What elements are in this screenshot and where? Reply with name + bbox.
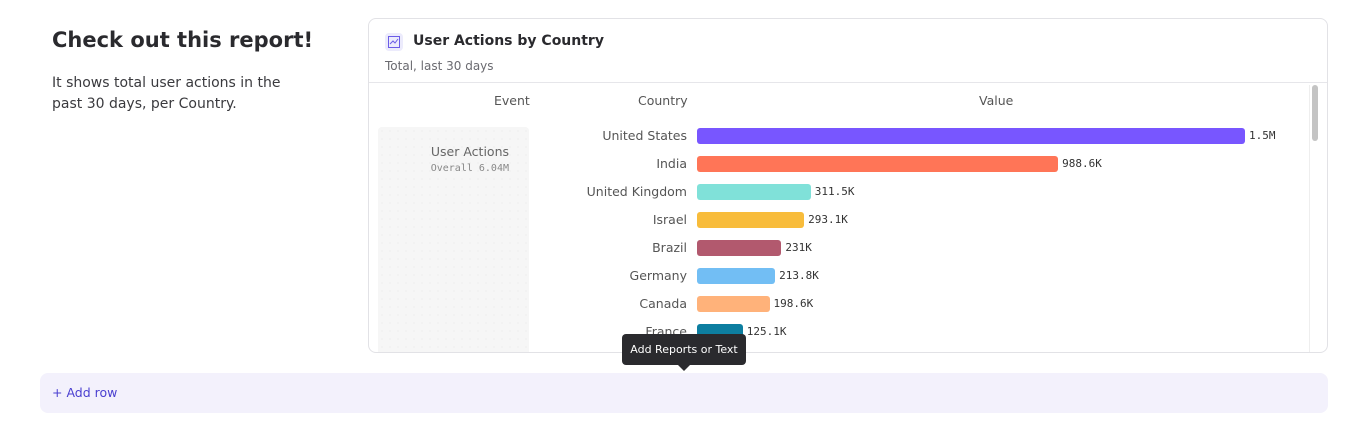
- value-label: 125.1K: [746, 325, 787, 338]
- column-header-value: Value: [979, 93, 1014, 108]
- country-label: Germany: [629, 268, 687, 283]
- country-label: Brazil: [652, 240, 687, 255]
- country-label: India: [656, 156, 687, 171]
- column-header-country: Country: [638, 93, 688, 108]
- country-label: Israel: [652, 212, 687, 227]
- bar-brazil[interactable]: [697, 240, 782, 256]
- scrollbar-thumb[interactable]: [1312, 85, 1318, 141]
- scrollbar[interactable]: [1309, 85, 1319, 352]
- value-label: 198.6K: [773, 297, 814, 310]
- country-label: United States: [602, 128, 687, 143]
- value-label: 311.5K: [814, 185, 855, 198]
- add-row-button[interactable]: + Add row: [40, 373, 1328, 413]
- intro-title: Check out this report!: [52, 28, 314, 52]
- intro-text: It shows total user actions in the past …: [52, 75, 281, 112]
- bar-united-states[interactable]: [697, 128, 1245, 144]
- value-label: 293.1K: [808, 213, 848, 226]
- event-name: User Actions: [430, 144, 509, 159]
- event-cell: User Actions Overall 6.04M: [378, 127, 529, 352]
- value-label: 213.8K: [779, 269, 819, 282]
- column-header-event: Event: [494, 93, 530, 108]
- bar-india[interactable]: [697, 156, 1059, 172]
- line-chart-icon: [385, 33, 403, 51]
- report-subtitle: Total, last 30 days: [385, 59, 494, 73]
- event-overall: Overall 6.04M: [430, 163, 509, 174]
- value-label: 988.6K: [1062, 157, 1102, 170]
- tooltip: Add Reports or Text: [622, 334, 746, 371]
- report-card[interactable]: User Actions by Country Total, last 30 d…: [368, 18, 1328, 353]
- divider: [369, 82, 1327, 83]
- bar-canada[interactable]: [697, 296, 770, 312]
- country-label: United Kingdom: [586, 184, 687, 199]
- value-label: 1.5M: [1249, 129, 1276, 142]
- bar-germany[interactable]: [697, 268, 776, 284]
- bar-israel[interactable]: [697, 212, 805, 228]
- bar-united-kingdom[interactable]: [697, 184, 811, 200]
- report-title[interactable]: User Actions by Country: [413, 33, 604, 49]
- country-label: Canada: [639, 296, 687, 311]
- value-label: 231K: [785, 241, 812, 254]
